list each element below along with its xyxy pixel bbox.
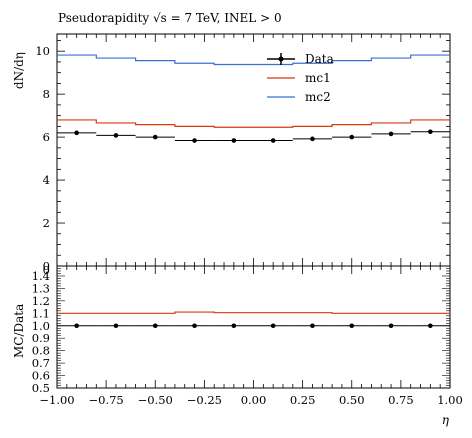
ratio-data-point xyxy=(428,323,433,329)
ratio-data-point xyxy=(270,323,276,329)
x-tick-label: 0.75 xyxy=(388,393,414,407)
ratio-y-axis-label: MC/Data xyxy=(12,304,26,358)
ratio-data-point xyxy=(388,323,394,329)
ratio-ticks: −1.00 −0.75 −0.50 −0.25 0.00 0.25 0.50 0.75 1.00… xyxy=(32,263,463,407)
data-point xyxy=(310,136,315,142)
main-series xyxy=(57,54,450,143)
ratio-data-point xyxy=(349,323,355,329)
ratio-y-tick-label: 1.2 xyxy=(32,294,50,308)
ratio-line-mc1 xyxy=(57,311,450,314)
series-line-mc1 xyxy=(57,119,450,128)
ratio-y-tick-label: 0.5 xyxy=(32,381,50,395)
ratio-panel: −1.00 −0.75 −0.50 −0.25 0.00 0.25 0.50 0.75 1.00… xyxy=(12,263,463,427)
main-y-tick-label: 4 xyxy=(43,173,50,187)
y-axis-label: dN/dη xyxy=(12,52,26,89)
x-tick-label: 0.25 xyxy=(290,393,316,407)
ratio-data-point xyxy=(231,323,237,329)
data-point xyxy=(113,133,119,138)
data-point xyxy=(74,130,79,136)
ratio-y-tick-label: 1.0 xyxy=(32,319,50,333)
ratio-y-tick-label: 0.7 xyxy=(32,356,50,370)
main-plot-frame xyxy=(56,33,451,267)
main-y-tick-label: 6 xyxy=(43,130,50,144)
ratio-data-point xyxy=(113,323,119,329)
legend-label-mc1: mc1 xyxy=(305,71,331,85)
main-y-tick-label: 0 xyxy=(43,259,50,273)
x-tick-label: −0.50 xyxy=(138,393,173,407)
data-point xyxy=(428,129,433,135)
data-point xyxy=(152,134,158,140)
ratio-y-tick-label: 0.6 xyxy=(32,369,50,383)
main-y-tick-label-zero: 0 xyxy=(43,263,50,277)
ratio-data-point xyxy=(310,323,315,329)
legend-label-data: Data xyxy=(305,52,334,66)
data-point xyxy=(231,138,237,143)
x-tick-label: 1.00 xyxy=(437,393,463,407)
data-point xyxy=(192,138,197,143)
x-tick-label: 0.00 xyxy=(241,393,267,407)
data-point xyxy=(388,131,394,137)
main-y-tick-label: 10 xyxy=(35,44,50,58)
x-tick-label: −1.00 xyxy=(39,393,74,407)
ratio-data-point xyxy=(192,323,197,329)
ratio-data-point xyxy=(74,323,79,329)
ratio-y-tick-label: 1.1 xyxy=(32,306,50,320)
x-tick-label: −0.75 xyxy=(89,393,124,407)
data-point xyxy=(270,138,276,143)
ratio-y-tick-label: 0.9 xyxy=(32,331,50,345)
chart-title: Pseudorapidity √s = 7 TeV, INEL > 0 xyxy=(58,11,282,25)
x-tick-label: 0.50 xyxy=(339,393,365,407)
main-y-tick-label: 8 xyxy=(43,87,50,101)
main-panel: 0 2 4 6 8 10 dN/dη Data mc1 mc2 xyxy=(12,33,451,273)
legend: Data mc1 mc2 xyxy=(267,52,334,104)
x-tick-label: −0.25 xyxy=(187,393,222,407)
ratio-series xyxy=(57,311,450,329)
ratio-y-tick-label: 1.3 xyxy=(32,281,50,295)
ratio-y-tick-label: 0.8 xyxy=(32,344,50,358)
ratio-data-point xyxy=(152,323,158,329)
ratio-y-tick-label: 1.4 xyxy=(32,269,50,283)
data-point xyxy=(349,134,355,140)
x-axis-label: η xyxy=(442,413,450,427)
main-ticks: 0 2 4 6 8 10 xyxy=(35,34,451,273)
main-y-tick-label: 2 xyxy=(43,216,50,230)
legend-marker-data-point xyxy=(278,56,284,62)
series-line-mc2 xyxy=(57,54,450,66)
legend-label-mc2: mc2 xyxy=(305,90,331,104)
